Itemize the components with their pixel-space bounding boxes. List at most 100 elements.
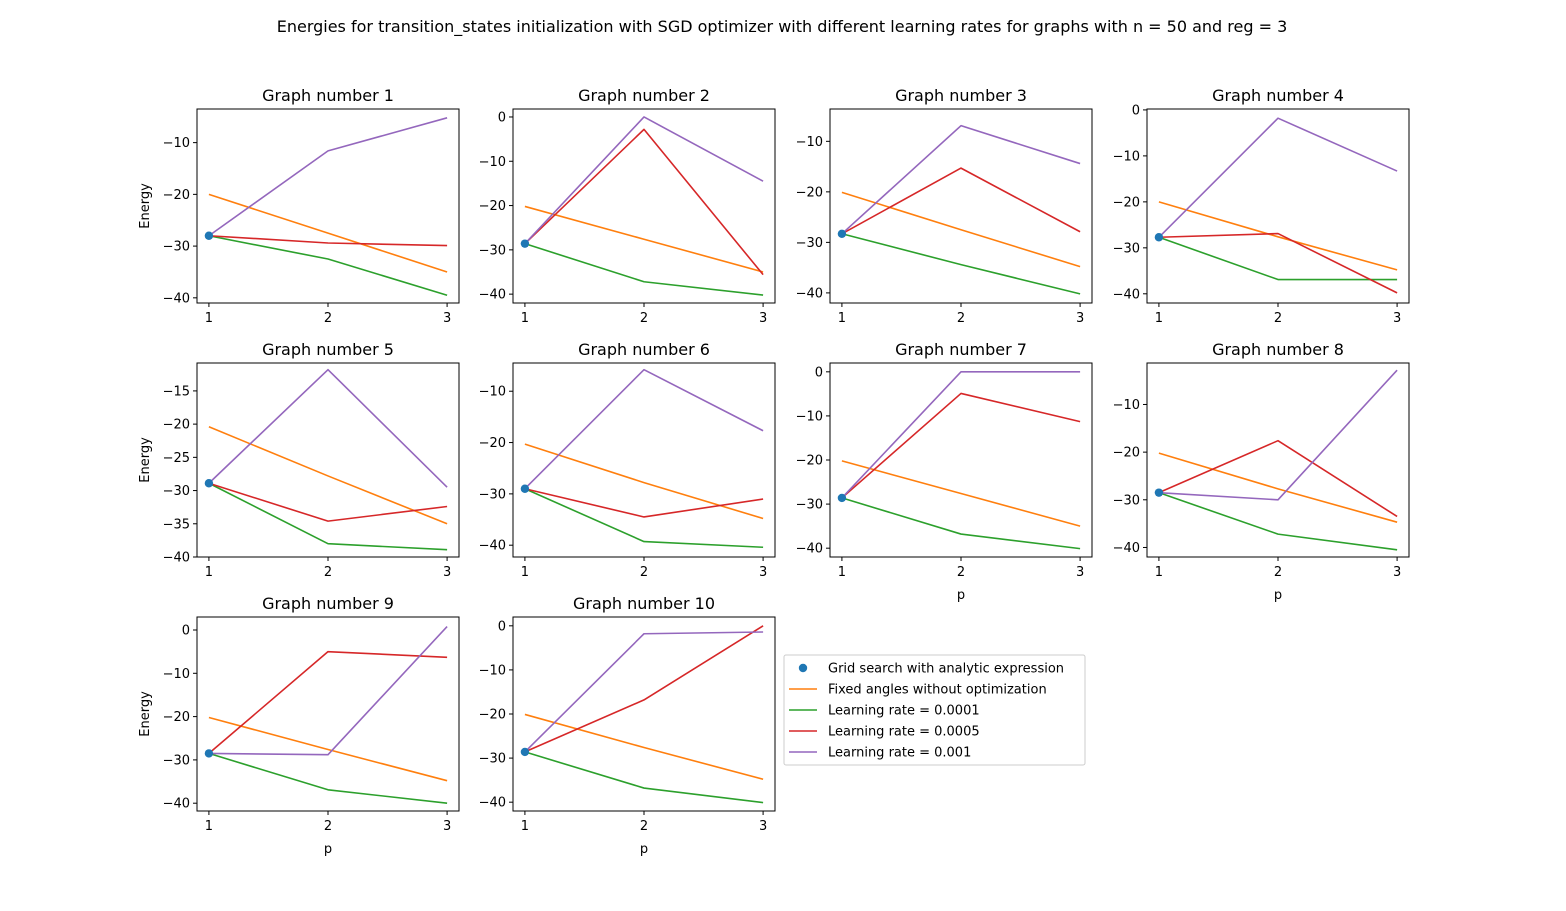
series-lr-0.001 — [208, 368, 448, 488]
grid-search-point — [204, 231, 214, 240]
grid-search-point — [837, 493, 847, 503]
subplot-title: Graph number 5 — [262, 340, 394, 359]
axes-frame — [512, 362, 776, 558]
series-lr-0.0005 — [208, 234, 448, 247]
series-lr-0.0001 — [524, 242, 764, 296]
y-tick-label: −10 — [479, 385, 506, 400]
x-tick-label: 1 — [521, 311, 529, 326]
y-tick-label: −30 — [796, 236, 823, 251]
series-lr-0.001 — [524, 631, 764, 753]
y-tick-label: −20 — [479, 708, 506, 723]
x-tick-label: 2 — [1274, 565, 1282, 580]
y-tick-label: −25 — [163, 451, 190, 466]
series-fixed-angles — [841, 191, 1081, 268]
y-tick-label: −20 — [796, 454, 823, 469]
y-tick-label: −40 — [796, 542, 823, 557]
y-tick-label: −40 — [479, 539, 506, 554]
x-tick-label: 1 — [1155, 565, 1163, 580]
legend-entry: Fixed angles without optimization — [789, 683, 1047, 698]
y-tick-label: 0 — [498, 110, 506, 125]
subplot-10: Graph number 10 1 2 3 0 −10 −20 −30 −40 p — [479, 594, 776, 857]
axes-frame — [829, 108, 1093, 304]
y-tick-label: 0 — [815, 365, 823, 380]
x-tick-label: 2 — [324, 819, 332, 834]
series-fixed-angles — [524, 443, 764, 520]
grid-search-point — [520, 747, 530, 757]
x-tick-label: 2 — [957, 565, 965, 580]
legend-entry: Learning rate = 0.0005 — [789, 725, 980, 740]
subplot-title: Graph number 1 — [262, 86, 394, 105]
series-fixed-angles — [1158, 452, 1398, 523]
y-tick-label: −40 — [479, 796, 506, 811]
subplot-title: Graph number 3 — [895, 86, 1027, 105]
series-lr-0.0001 — [524, 751, 764, 804]
x-tick-label: 2 — [324, 565, 332, 580]
x-tick-label: 3 — [759, 565, 767, 580]
y-tick-label: −20 — [479, 436, 506, 451]
x-tick-label: 2 — [640, 819, 648, 834]
legend-label: Fixed angles without optimization — [828, 683, 1047, 698]
y-tick-label: −40 — [1113, 541, 1140, 556]
y-tick-label: −40 — [163, 797, 190, 812]
series-fixed-angles — [208, 426, 448, 525]
x-tick-label: 1 — [838, 565, 846, 580]
series-fixed-angles — [524, 205, 764, 273]
x-tick-label: 3 — [759, 819, 767, 834]
x-tick-label: 3 — [1076, 311, 1084, 326]
y-tick-label: −30 — [163, 484, 190, 499]
y-tick-label: −30 — [479, 243, 506, 258]
legend-marker — [798, 663, 808, 673]
y-tick-label: −20 — [479, 199, 506, 214]
subplot-title: Graph number 2 — [578, 86, 710, 105]
series-lr-0.001 — [841, 371, 1081, 499]
y-tick-label: −30 — [479, 752, 506, 767]
series-lr-0.0001 — [208, 752, 448, 805]
x-tick-label: 1 — [205, 565, 213, 580]
x-tick-label: 1 — [521, 819, 529, 834]
subplot-7: Graph number 7 1 2 3 0 −10 −20 −30 −40 p — [796, 340, 1093, 603]
subplot-9: Graph number 9 1 2 3 0 −10 −20 −30 −40 Energy p — [138, 594, 460, 857]
axes-frame — [1146, 108, 1410, 304]
y-tick-label: −20 — [796, 185, 823, 200]
series-lr-0.0005 — [524, 128, 764, 276]
x-axis-label: p — [1274, 588, 1282, 603]
series-fixed-angles — [841, 460, 1081, 527]
x-axis-label: p — [957, 588, 965, 603]
series-lr-0.0005 — [1158, 232, 1398, 294]
y-tick-label: −40 — [163, 291, 190, 306]
y-tick-label: −10 — [1113, 398, 1140, 413]
x-tick-label: 1 — [1155, 311, 1163, 326]
series-fixed-angles — [208, 716, 448, 782]
legend-label: Learning rate = 0.0005 — [828, 725, 980, 740]
y-tick-label: −30 — [163, 240, 190, 255]
series-fixed-angles — [524, 713, 764, 781]
y-tick-label: −40 — [796, 286, 823, 301]
y-tick-label: −10 — [796, 409, 823, 424]
grid-search-point — [1154, 488, 1164, 497]
axes-frame — [1146, 362, 1410, 558]
series-lr-0.0001 — [208, 234, 448, 297]
y-axis-label: Energy — [138, 691, 153, 737]
series-lr-0.0005 — [1158, 439, 1398, 518]
figure-title: Energies for transition_states initializ… — [277, 17, 1288, 37]
subplot-title: Graph number 9 — [262, 594, 394, 613]
y-tick-label: −15 — [163, 384, 190, 399]
series-lr-0.0005 — [524, 487, 764, 518]
x-tick-label: 3 — [759, 311, 767, 326]
subplot-3: Graph number 3 1 2 3 −10 −20 −30 −40 — [796, 86, 1093, 326]
y-tick-label: −35 — [163, 517, 190, 532]
series-lr-0.001 — [524, 116, 764, 245]
y-tick-label: −10 — [1113, 149, 1140, 164]
legend-label: Grid search with analytic expression — [828, 662, 1064, 677]
grid-search-point — [837, 229, 847, 238]
series-fixed-angles — [208, 193, 448, 273]
y-tick-label: −30 — [479, 487, 506, 502]
y-tick-label: −10 — [479, 155, 506, 170]
y-tick-label: 0 — [498, 619, 506, 634]
subplots-grid: Graph number 1 1 2 3 −10 −20 −30 −40 Energy Graph… — [138, 86, 1410, 857]
y-tick-label: −40 — [479, 288, 506, 303]
subplot-4: Graph number 4 1 2 3 0 −10 −20 −30 −40 — [1113, 86, 1410, 326]
series-lr-0.001 — [524, 368, 764, 490]
series-lr-0.001 — [841, 124, 1081, 235]
